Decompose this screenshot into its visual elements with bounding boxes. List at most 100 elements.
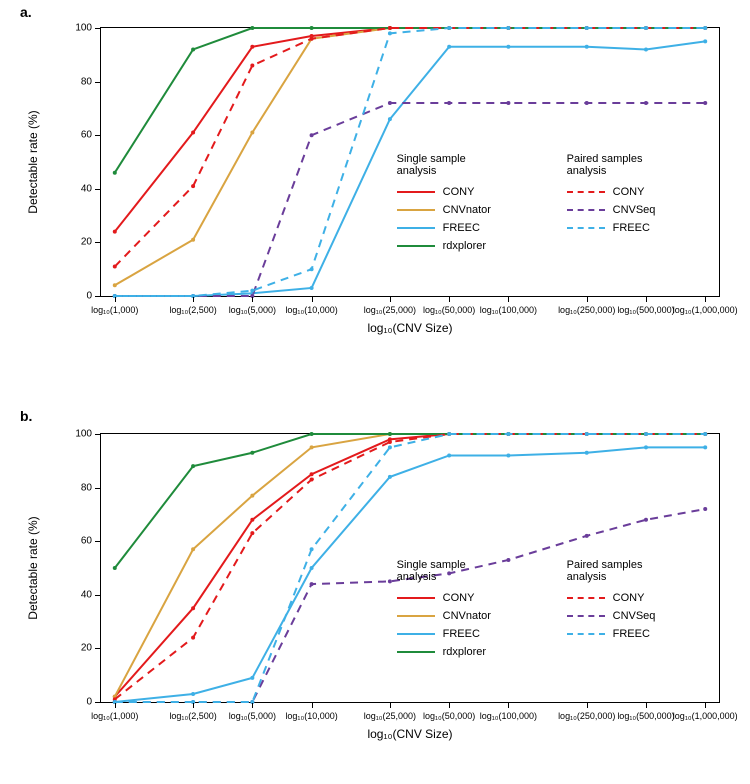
series-rdxplorer_single bbox=[115, 434, 705, 568]
marker-CONY_paired bbox=[250, 64, 254, 68]
page: a. Detectable rate (%) 020406080100 log₁… bbox=[0, 0, 750, 784]
marker-rdxplorer_single bbox=[191, 47, 195, 51]
y-axis-title-b: Detectable rate (%) bbox=[26, 516, 40, 619]
x-tick-mark bbox=[508, 703, 509, 708]
legend-item: CNVnator bbox=[397, 607, 491, 625]
marker-CNVSeq_paired bbox=[310, 133, 314, 137]
x-tick-label: log₁₀(50,000) bbox=[423, 305, 475, 315]
y-tick-label: 100 bbox=[75, 429, 92, 440]
x-tick-label: log₁₀(2,500) bbox=[169, 305, 216, 315]
x-tick-mark bbox=[705, 297, 706, 302]
x-tick-label: log₁₀(10,000) bbox=[285, 305, 337, 315]
marker-rdxplorer_single bbox=[113, 566, 117, 570]
y-tick-label: 60 bbox=[81, 536, 92, 547]
legend-column: Paired samples analysisCONYCNVSeqFREEC bbox=[567, 153, 656, 237]
legend-label: CNVSeq bbox=[613, 610, 656, 622]
legend-item: CNVnator bbox=[397, 201, 491, 219]
x-axis-title-b: log₁₀(CNV Size) bbox=[367, 727, 452, 741]
marker-FREEC_single bbox=[310, 286, 314, 290]
legend-label: CONY bbox=[443, 186, 475, 198]
x-tick-label: log₁₀(25,000) bbox=[364, 305, 416, 315]
marker-FREEC_paired bbox=[447, 26, 451, 30]
marker-FREEC_single bbox=[644, 47, 648, 51]
legend-label: CONY bbox=[613, 592, 645, 604]
x-tick-label: log₁₀(50,000) bbox=[423, 711, 475, 721]
y-tick-label: 20 bbox=[81, 643, 92, 654]
marker-CNVSeq_paired bbox=[644, 101, 648, 105]
y-tick-label: 0 bbox=[86, 291, 92, 302]
x-tick-mark bbox=[193, 703, 194, 708]
x-tick-label: log₁₀(1,000) bbox=[91, 711, 138, 721]
legend-item: CONY bbox=[397, 183, 491, 201]
legend-label: rdxplorer bbox=[443, 646, 486, 658]
x-tick-label: log₁₀(500,000) bbox=[617, 711, 674, 721]
marker-FREEC_paired bbox=[506, 432, 510, 436]
marker-FREEC_single bbox=[644, 445, 648, 449]
y-axis-a: Detectable rate (%) 020406080100 bbox=[55, 27, 100, 297]
legend-swatch bbox=[567, 204, 605, 216]
x-tick-label: log₁₀(25,000) bbox=[364, 711, 416, 721]
chart-b: Detectable rate (%) 020406080100 log₁₀(C… bbox=[55, 428, 735, 758]
marker-FREEC_paired bbox=[506, 26, 510, 30]
legend-title: Paired samples analysis bbox=[567, 153, 656, 177]
marker-CONY_paired bbox=[310, 478, 314, 482]
marker-CNVSeq_paired bbox=[585, 534, 589, 538]
marker-CNVSeq_paired bbox=[310, 582, 314, 586]
marker-rdxplorer_single bbox=[310, 432, 314, 436]
chart-a: Detectable rate (%) 020406080100 log₁₀(C… bbox=[55, 22, 735, 352]
legend-title: Paired samples analysis bbox=[567, 559, 656, 583]
marker-CONY_paired bbox=[388, 26, 392, 30]
marker-CNVSeq_paired bbox=[388, 579, 392, 583]
legend-column: Single sample analysis CONY CNVnator FREEC r… bbox=[397, 153, 491, 255]
legend-title: Single sample analysis bbox=[397, 153, 491, 177]
marker-FREEC_paired bbox=[585, 432, 589, 436]
legend-swatch bbox=[567, 592, 605, 604]
marker-CONY_paired bbox=[250, 531, 254, 535]
x-tick-mark bbox=[449, 297, 450, 302]
y-tick-label: 20 bbox=[81, 237, 92, 248]
legend-swatch bbox=[567, 222, 605, 234]
y-tick-label: 60 bbox=[81, 130, 92, 141]
marker-CONY_single bbox=[191, 131, 195, 135]
legend-label: CNVnator bbox=[443, 610, 491, 622]
series-rdxplorer_single bbox=[115, 28, 705, 173]
legend-swatch bbox=[397, 628, 435, 640]
panel-label-a: a. bbox=[20, 4, 32, 20]
x-tick-mark bbox=[646, 703, 647, 708]
marker-CONY_single bbox=[113, 230, 117, 234]
x-tick-mark bbox=[193, 297, 194, 302]
marker-CNVSeq_paired bbox=[506, 101, 510, 105]
marker-rdxplorer_single bbox=[310, 26, 314, 30]
x-tick-mark bbox=[115, 297, 116, 302]
legend-item: CNVSeq bbox=[567, 201, 656, 219]
marker-CONY_single bbox=[250, 45, 254, 49]
x-tick-label: log₁₀(5,000) bbox=[229, 711, 276, 721]
marker-CONY_paired bbox=[113, 265, 117, 269]
y-tick-label: 100 bbox=[75, 23, 92, 34]
x-tick-label: log₁₀(250,000) bbox=[558, 711, 615, 721]
x-tick-label: log₁₀(100,000) bbox=[480, 305, 537, 315]
marker-CNVSeq_paired bbox=[506, 558, 510, 562]
legend-label: FREEC bbox=[613, 628, 650, 640]
y-tick-label: 0 bbox=[86, 697, 92, 708]
legend-swatch bbox=[567, 610, 605, 622]
legend-item: CONY bbox=[567, 589, 656, 607]
marker-FREEC_single bbox=[506, 453, 510, 457]
marker-CNVnator_single bbox=[191, 547, 195, 551]
legend-label: FREEC bbox=[443, 222, 480, 234]
legend-column: Paired samples analysis CONY CNVSeq FREEC bbox=[567, 559, 656, 643]
marker-FREEC_single bbox=[703, 39, 707, 43]
marker-FREEC_paired bbox=[310, 547, 314, 551]
legend-swatch bbox=[397, 592, 435, 604]
legend-item: FREEC bbox=[567, 625, 656, 643]
marker-FREEC_paired bbox=[250, 289, 254, 293]
marker-CONY_single bbox=[250, 518, 254, 522]
y-tick-label: 40 bbox=[81, 589, 92, 600]
x-tick-mark bbox=[390, 703, 391, 708]
legend-swatch bbox=[397, 610, 435, 622]
marker-CONY_paired bbox=[310, 37, 314, 41]
legend-item: rdxplorer bbox=[397, 237, 491, 255]
legend-item: CONY bbox=[397, 589, 491, 607]
x-tick-label: log₁₀(1,000,000) bbox=[673, 711, 738, 721]
y-axis-b: Detectable rate (%) 020406080100 bbox=[55, 433, 100, 703]
